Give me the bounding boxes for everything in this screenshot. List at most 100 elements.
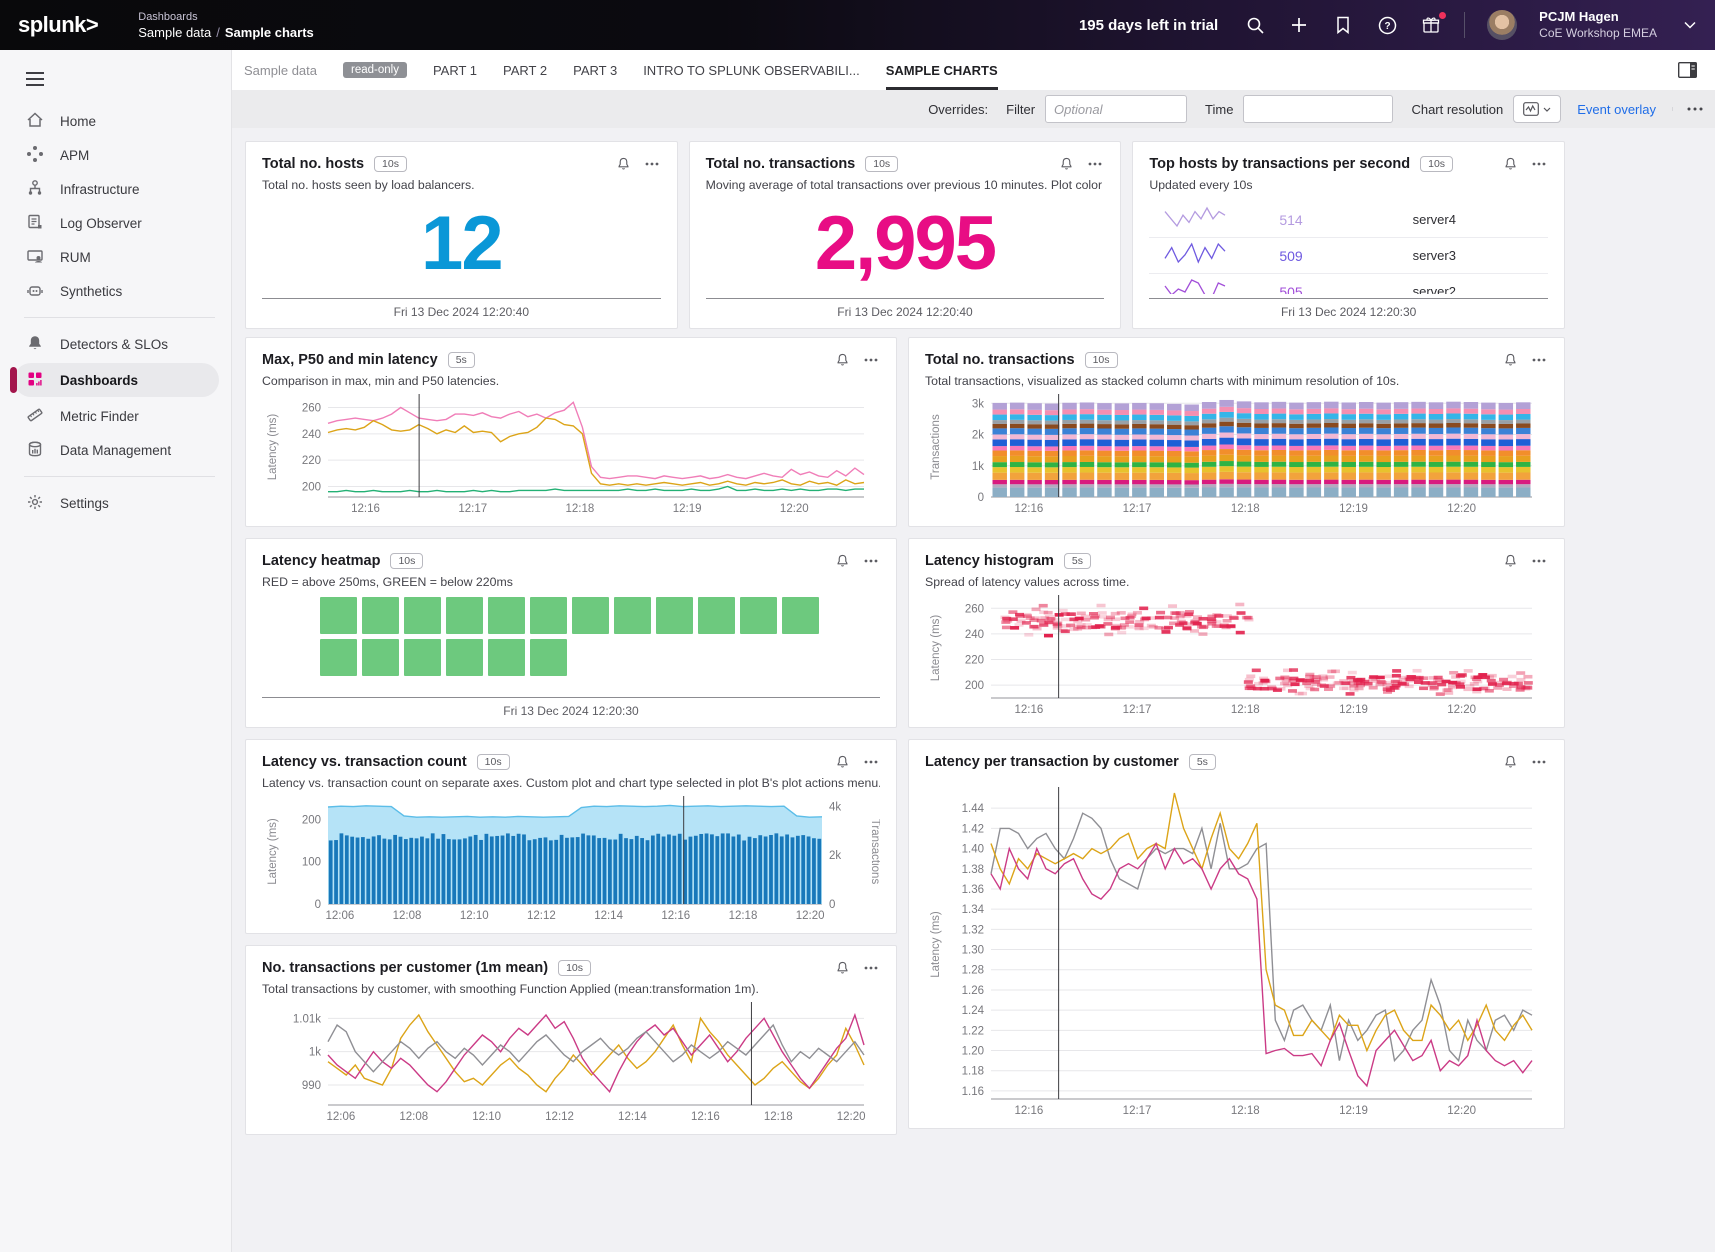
sparkline: [1149, 277, 1227, 294]
sidebar-item-home[interactable]: Home: [0, 104, 231, 138]
time-label: Time: [1205, 102, 1233, 117]
chart-timestamp: Fri 13 Dec 2024 12:20:30: [1149, 298, 1548, 319]
sidebar-item-settings[interactable]: Settings: [0, 486, 231, 520]
event-overlay-link[interactable]: Event overlay: [1577, 102, 1656, 117]
tab-part-1[interactable]: PART 1: [433, 50, 477, 90]
svg-text:2k: 2k: [972, 430, 984, 442]
more-menu-icon[interactable]: [862, 758, 880, 766]
chart-timestamp: Fri 13 Dec 2024 12:20:40: [262, 298, 661, 319]
breadcrumb-current: Sample charts: [225, 25, 314, 40]
alert-bell-icon[interactable]: [833, 958, 852, 978]
list-item[interactable]: 514 server4: [1149, 202, 1548, 238]
sidebar-item-synthetics[interactable]: Synthetics: [0, 274, 231, 308]
transactions-per-customer-chart[interactable]: 9901k1.01k12:0612:0812:1012:1212:1412:16…: [262, 998, 880, 1125]
sparkline: [1149, 241, 1227, 270]
more-menu-icon[interactable]: [1530, 557, 1548, 565]
top-hosts-list: 514 server4 509 server3 505 server2: [1149, 202, 1548, 294]
splunk-logo[interactable]: splunk>: [18, 12, 98, 38]
card-title: Latency histogram: [925, 553, 1054, 569]
sidebar-item-metric-finder[interactable]: Metric Finder: [0, 399, 231, 433]
search-icon[interactable]: [1244, 14, 1266, 36]
settings-gear-icon: [26, 493, 44, 514]
card-title: Top hosts by transactions per second: [1149, 156, 1410, 172]
svg-text:1.30: 1.30: [962, 945, 984, 957]
svg-text:240: 240: [302, 429, 321, 441]
card-latency-vs-transaction-count: Latency vs. transaction count 10s Latenc…: [245, 739, 897, 934]
svg-text:12:16: 12:16: [661, 910, 690, 922]
filter-input[interactable]: [1045, 95, 1187, 123]
sidebar-item-log-observer[interactable]: Log Observer: [0, 206, 231, 240]
tab-intro-observability[interactable]: INTRO TO SPLUNK OBSERVABILI...: [643, 50, 860, 90]
latency-heatmap-chart[interactable]: [262, 591, 880, 693]
chart-resolution-button[interactable]: [1513, 95, 1561, 123]
alert-bell-icon[interactable]: [1501, 350, 1520, 370]
svg-text:1k: 1k: [972, 461, 984, 473]
sidebar-item-detectors-slos[interactable]: Detectors & SLOs: [0, 327, 231, 361]
top-nav: splunk> Dashboards Sample data/Sample ch…: [0, 0, 1715, 50]
time-input[interactable]: [1243, 95, 1393, 123]
sidebar-item-rum[interactable]: RUM: [0, 240, 231, 274]
bookmark-icon[interactable]: [1332, 14, 1354, 36]
whats-new-gift-icon[interactable]: [1420, 14, 1442, 36]
alert-bell-icon[interactable]: [1057, 154, 1076, 174]
more-menu-icon[interactable]: [862, 557, 880, 565]
more-menu-icon[interactable]: [862, 964, 880, 972]
help-icon[interactable]: ?: [1376, 14, 1398, 36]
tab-sample-charts[interactable]: SAMPLE CHARTS: [886, 50, 998, 90]
alert-bell-icon[interactable]: [1501, 154, 1520, 174]
breadcrumb-section[interactable]: Dashboards: [138, 11, 314, 23]
alert-bell-icon[interactable]: [833, 350, 852, 370]
sidebar-item-apm[interactable]: APM: [0, 138, 231, 172]
more-menu-icon[interactable]: [862, 356, 880, 364]
svg-text:12:18: 12:18: [1231, 503, 1260, 515]
list-item[interactable]: 509 server3: [1149, 238, 1548, 274]
more-menu-icon[interactable]: [1530, 356, 1548, 364]
svg-text:1k: 1k: [309, 1047, 321, 1059]
sidebar-item-infrastructure[interactable]: Infrastructure: [0, 172, 231, 206]
breadcrumb-parent[interactable]: Sample data: [138, 25, 211, 40]
svg-text:12:18: 12:18: [1231, 1105, 1260, 1117]
alert-bell-icon[interactable]: [833, 551, 852, 571]
svg-text:12:16: 12:16: [1014, 1105, 1043, 1117]
metric-finder-icon: [26, 406, 44, 427]
svg-text:12:20: 12:20: [1447, 503, 1476, 515]
card-subtitle: Total no. hosts seen by load balancers.: [262, 178, 661, 194]
more-menu-icon[interactable]: [643, 160, 661, 168]
single-value: 2,995: [815, 206, 995, 282]
more-menu-icon[interactable]: [1530, 758, 1548, 766]
dashboards-icon: [26, 370, 44, 391]
avatar[interactable]: [1487, 10, 1517, 40]
alert-bell-icon[interactable]: [614, 154, 633, 174]
sidebar-item-data-management[interactable]: Data Management: [0, 433, 231, 467]
svg-text:12:18: 12:18: [729, 910, 758, 922]
side-panel-toggle-icon[interactable]: [1676, 60, 1699, 80]
card-subtitle: Total transactions, visualized as stacke…: [925, 374, 1548, 390]
svg-text:12:18: 12:18: [566, 503, 595, 515]
latency-histogram-chart[interactable]: 20022024026012:1612:1712:1812:1912:20Lat…: [925, 591, 1548, 718]
host-value: 514: [1227, 212, 1377, 228]
synthetics-icon: [26, 281, 44, 302]
sidebar-item-dashboards[interactable]: Dashboards: [14, 363, 219, 397]
latency-vs-transaction-chart[interactable]: 010020002k4kTransactions12:0612:0812:101…: [262, 792, 880, 924]
alert-bell-icon[interactable]: [833, 752, 852, 772]
more-menu-icon[interactable]: [1530, 160, 1548, 168]
tab-part-2[interactable]: PART 2: [503, 50, 547, 90]
card-total-hosts: Total no. hosts 10s Total no. hosts seen…: [245, 141, 678, 329]
list-item[interactable]: 505 server2: [1149, 274, 1548, 294]
alert-bell-icon[interactable]: [1501, 752, 1520, 772]
latency-per-transaction-chart[interactable]: 1.161.181.201.221.241.261.281.301.321.34…: [925, 783, 1548, 1119]
overrides-more-icon[interactable]: [1672, 107, 1703, 111]
hamburger-menu-icon[interactable]: [26, 72, 231, 86]
resolution-badge: 5s: [1064, 553, 1091, 569]
chevron-down-icon[interactable]: [1679, 14, 1701, 36]
max-p50-min-latency-chart[interactable]: 20022024026012:1612:1712:1812:1912:20Lat…: [262, 390, 880, 517]
more-menu-icon[interactable]: [1086, 160, 1104, 168]
svg-text:Latency (ms): Latency (ms): [930, 615, 942, 682]
tab-part-3[interactable]: PART 3: [573, 50, 617, 90]
svg-text:12:17: 12:17: [1123, 503, 1152, 515]
create-plus-icon[interactable]: [1288, 14, 1310, 36]
alert-bell-icon[interactable]: [1501, 551, 1520, 571]
user-block[interactable]: PCJM Hagen CoE Workshop EMEA: [1539, 9, 1657, 40]
stacked-transactions-chart[interactable]: 01k2k3k12:1612:1712:1812:1912:20Transact…: [925, 390, 1548, 517]
svg-text:12:12: 12:12: [545, 1111, 574, 1123]
